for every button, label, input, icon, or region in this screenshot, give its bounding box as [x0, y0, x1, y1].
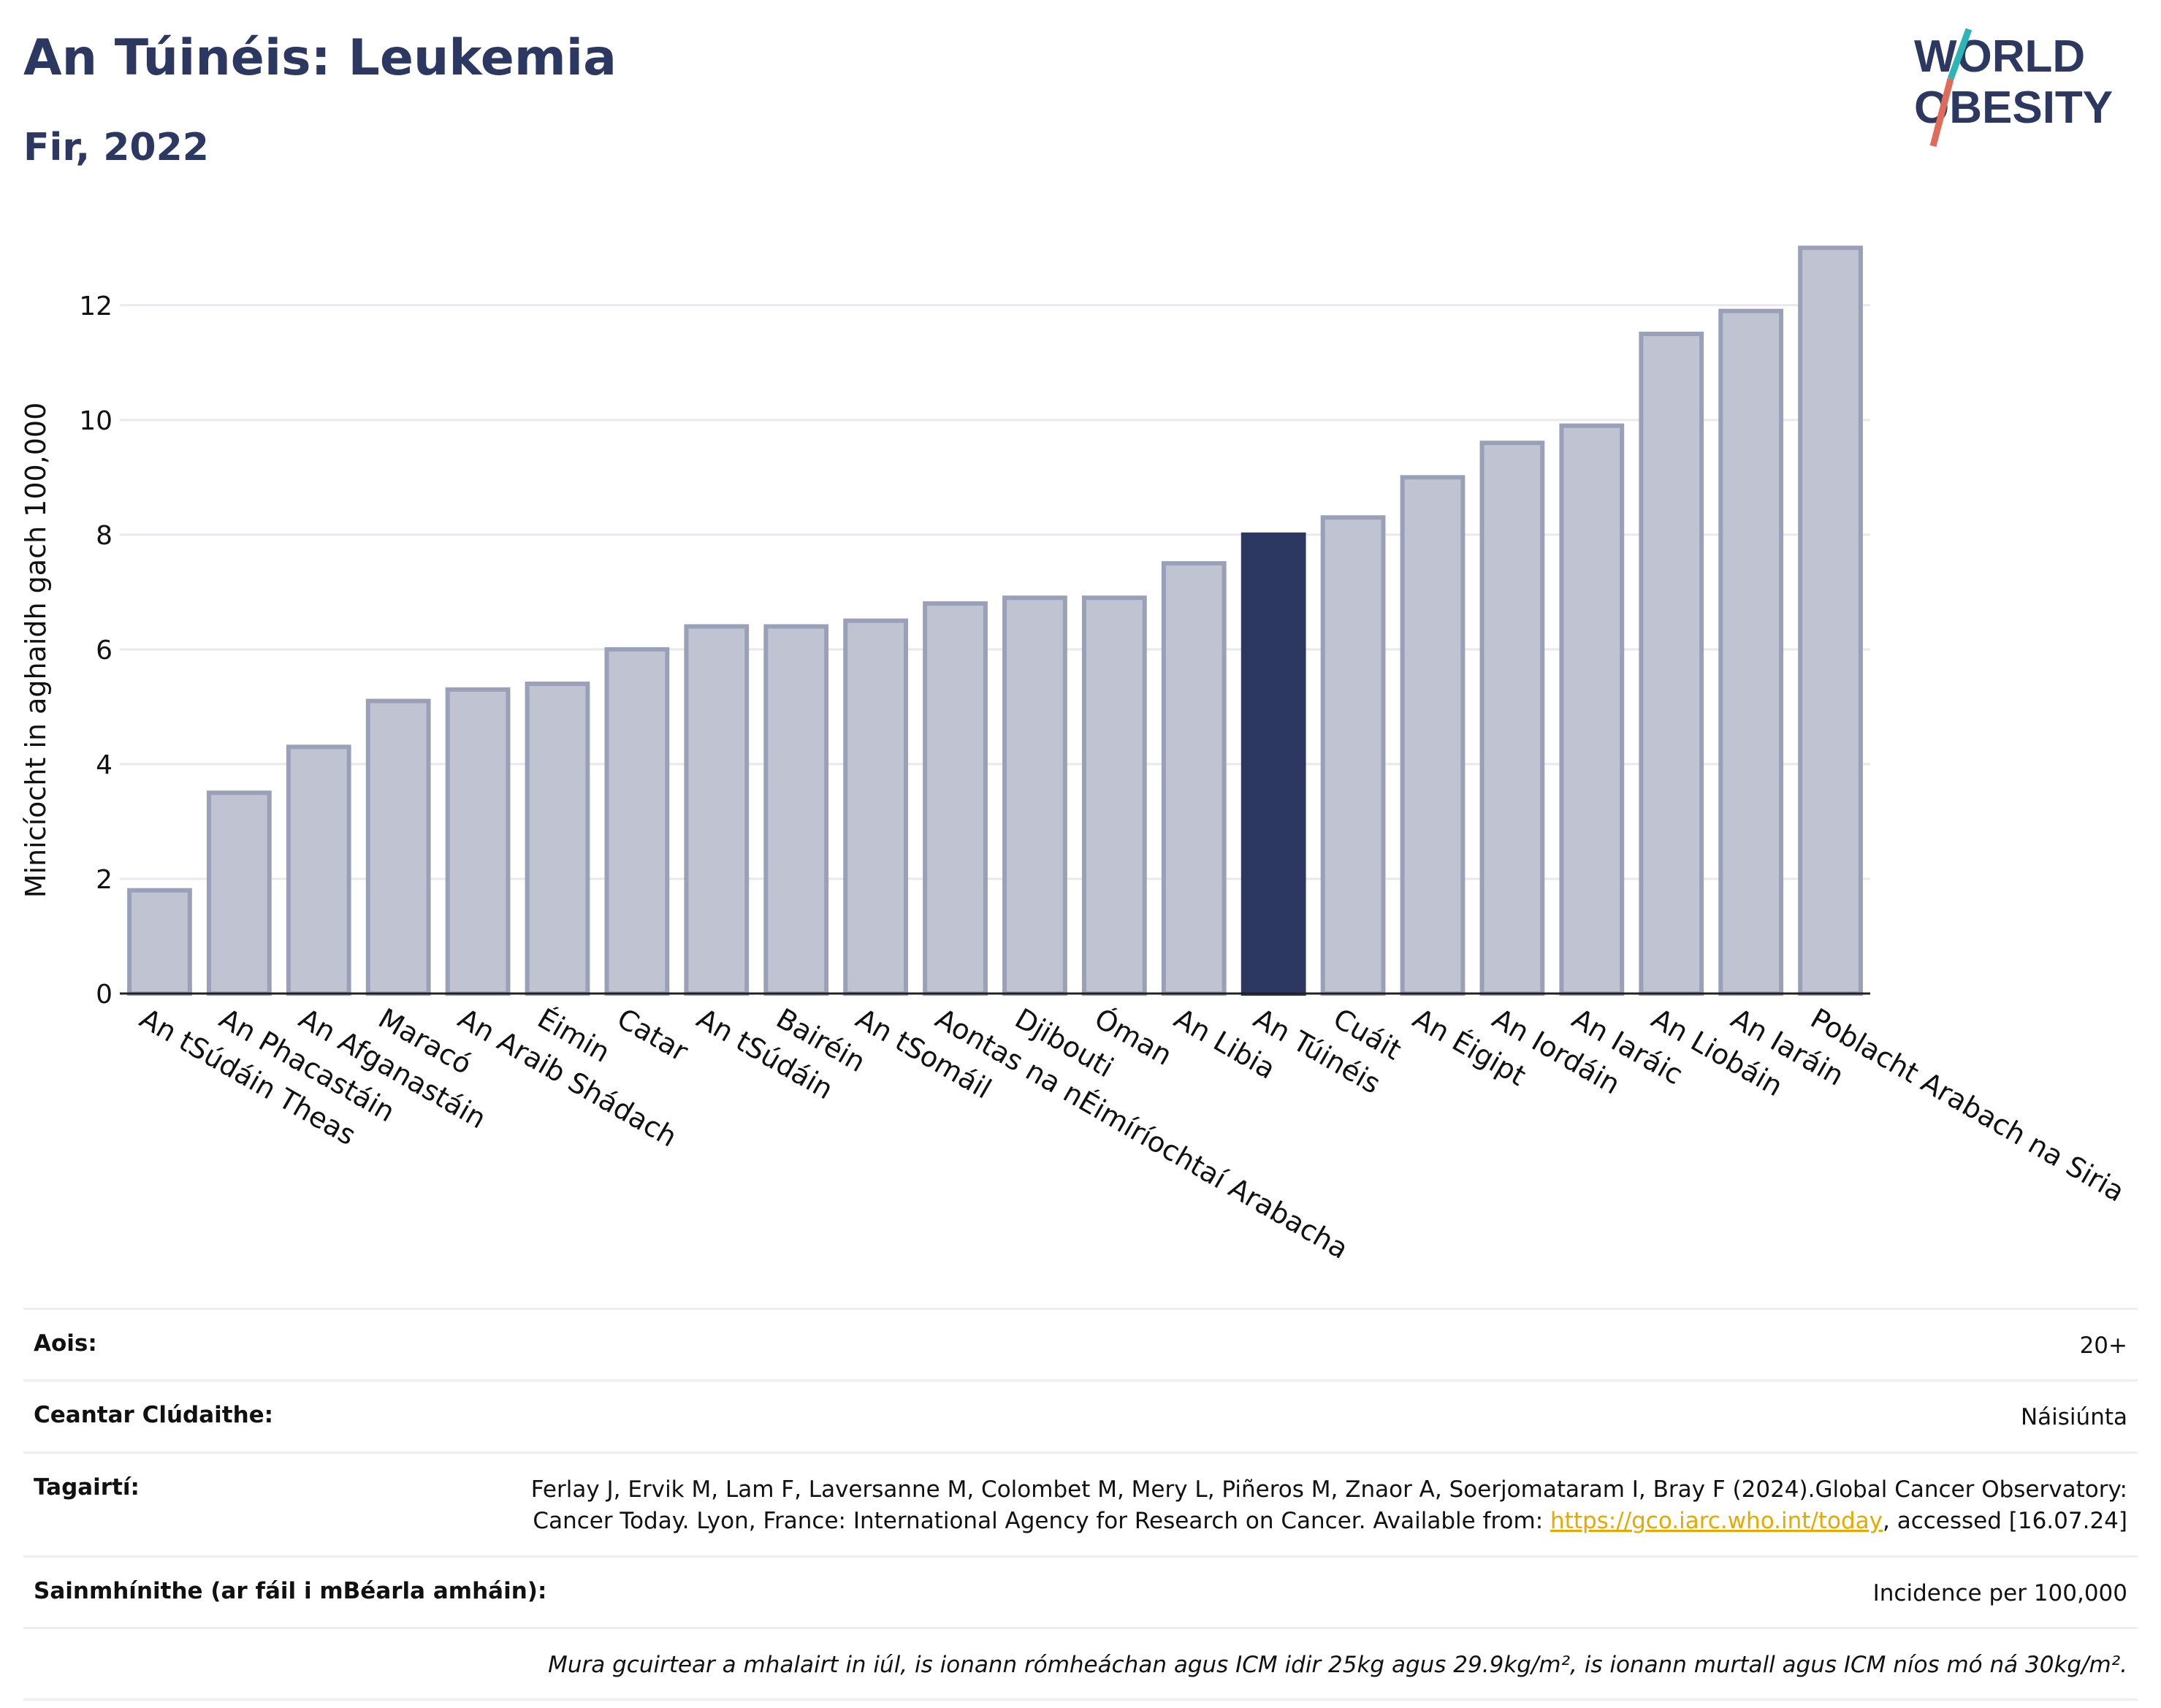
bar — [286, 744, 351, 996]
metadata-table: Aois: 20+ Ceantar Clúdaithe: Náisiúnta T… — [23, 1308, 2138, 1701]
y-tick-label: 12 — [79, 291, 113, 321]
y-axis-label: Minicíocht in aghaidh gach 100,000 — [20, 403, 52, 899]
bar — [1081, 595, 1147, 996]
references-link[interactable]: https://gco.iarc.who.int/today — [1550, 1508, 1883, 1535]
bar — [1639, 332, 1704, 996]
bar — [365, 698, 431, 996]
x-tick-label: Catar — [611, 1002, 693, 1068]
chart-title: An Túinéis: Leukemia — [23, 29, 617, 87]
meta-row-references: Tagairtí: Ferlay J, Ervik M, Lam F, Lave… — [23, 1451, 2138, 1555]
chart-subtitle: Fir, 2022 — [23, 126, 209, 169]
age-label: Aois: — [34, 1330, 97, 1357]
x-tick-label: Poblacht Arabach na Siria — [1805, 1002, 2130, 1208]
bar — [1002, 595, 1067, 996]
bar — [1320, 515, 1386, 996]
bar — [843, 618, 909, 996]
bars — [127, 245, 1863, 996]
bar — [525, 682, 590, 996]
area-label: Ceantar Clúdaithe: — [34, 1402, 274, 1429]
age-value: 20+ — [2079, 1333, 2127, 1359]
references-label: Tagairtí: — [34, 1473, 140, 1501]
area-value: Náisiúnta — [2020, 1404, 2127, 1431]
bar — [1400, 475, 1466, 996]
bmi-note: Mura gcuirtear a mhalairt in iúl, is ion… — [548, 1651, 2127, 1678]
y-axis-ticks: 0 2 4 6 8 10 12 — [79, 291, 113, 1010]
meta-row-area: Ceantar Clúdaithe: Náisiúnta — [23, 1379, 2138, 1451]
bar — [445, 687, 511, 996]
bar — [206, 790, 272, 996]
world-obesity-logo: WORLD OBESITY — [1914, 28, 2113, 148]
meta-row-note: Mura gcuirtear a mhalairt in iúl, is ion… — [23, 1626, 2138, 1701]
y-tick-label: 6 — [96, 636, 113, 666]
logo-slash-coral — [1929, 77, 1954, 148]
bar — [1718, 308, 1784, 996]
references-text: Ferlay J, Ervik M, Lam F, Laversanne M, … — [530, 1476, 2127, 1535]
bar — [763, 624, 829, 996]
references-accessed: , accessed [16.07.24] — [1882, 1508, 2127, 1535]
logo-slash-teal — [1947, 28, 1973, 80]
bar — [1240, 532, 1306, 996]
bar — [1479, 441, 1545, 996]
definitions-label: Sainmhínithe (ar fáil i mBéarla amháin): — [34, 1577, 547, 1604]
y-tick-label: 8 — [96, 521, 113, 551]
bar — [1559, 423, 1625, 996]
logo-text-world: WORLD — [1914, 31, 2085, 82]
y-tick-label: 2 — [96, 865, 113, 895]
bar — [1798, 245, 1863, 996]
y-tick-label: 10 — [79, 406, 113, 436]
meta-row-definitions: Sainmhínithe (ar fáil i mBéarla amháin):… — [23, 1555, 2138, 1627]
y-tick-label: 0 — [96, 980, 113, 1010]
bar — [604, 647, 670, 996]
bar — [127, 888, 192, 996]
y-tick-label: 4 — [96, 750, 113, 780]
bar — [684, 624, 750, 996]
bar — [923, 601, 988, 996]
definitions-value: Incidence per 100,000 — [1872, 1579, 2127, 1606]
references-value: Ferlay J, Ervik M, Lam F, Laversanne M, … — [520, 1474, 2127, 1538]
meta-row-age: Aois: 20+ — [23, 1308, 2138, 1379]
bar — [1161, 561, 1227, 996]
